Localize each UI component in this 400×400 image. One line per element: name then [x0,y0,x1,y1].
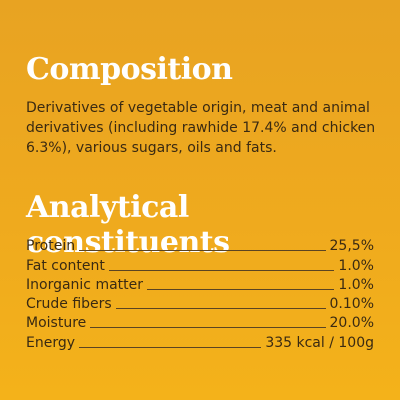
constituent-value: 1.0% [338,257,374,274]
leader-line [147,288,335,290]
constituent-label: Inorganic matter [26,276,144,293]
constituent-value: 0.10% [329,296,374,313]
constituent-label: Fat content [26,257,105,274]
constituent-value: 1.0% [338,276,374,293]
constituent-label: Moisture [26,315,87,332]
analytical-constituents-heading: Analytical constituents [26,190,230,260]
constituent-value: 335 kcal / 100g [265,334,374,351]
leader-line [79,250,326,252]
constituent-label: Crude fibers [26,296,112,313]
constituent-value: 25,5% [329,238,374,255]
constituent-label: Energy [26,334,76,351]
composition-text: Derivatives of vegetable origin, meat an… [26,100,376,156]
constituents-table: Protein 25,5% Fat content 1.0% Inorganic… [26,236,374,352]
constituent-row-energy: Energy 335 kcal / 100g [26,332,374,351]
constituent-row-moisture: Moisture 20.0% [26,313,374,332]
leader-line [115,308,326,310]
leader-line [90,327,326,329]
leader-line [79,346,262,348]
constituent-row-inorganic-matter: Inorganic matter 1.0% [26,275,374,294]
composition-heading: Composition [26,52,233,87]
constituent-value: 20.0% [329,315,374,332]
constituent-row-protein: Protein 25,5% [26,236,374,255]
leader-line [108,269,335,271]
constituent-row-fat-content: Fat content 1.0% [26,255,374,274]
constituent-label: Protein [26,238,76,255]
constituent-row-crude-fibers: Crude fibers 0.10% [26,294,374,313]
